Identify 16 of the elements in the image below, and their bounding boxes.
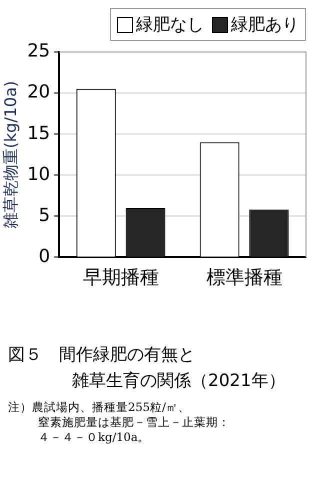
y-tick-label: 15 xyxy=(27,122,50,144)
x-tick-label: 標準播種 xyxy=(206,266,282,289)
text: ４－４－０kg/10a。 xyxy=(37,430,151,445)
text: 図５ 間作緑肥の有無と xyxy=(8,344,196,367)
y-tick-label: 20 xyxy=(27,82,50,103)
text: 雑草生育の関係（2021年） xyxy=(71,370,286,393)
text: 窒素施肥量は基肥－雪上－止葉期： xyxy=(37,415,231,430)
y-tick-label: 25 xyxy=(27,40,50,62)
y-tick-label: 5 xyxy=(38,204,50,226)
y-tick-label: 0 xyxy=(38,246,50,267)
legend-label: 緑肥なし xyxy=(136,14,204,36)
legend-label: 緑肥あり xyxy=(231,14,299,36)
x-tick-label: 早期播種 xyxy=(82,266,159,289)
text: 注）農試場内、播種量255粒/㎡、 xyxy=(8,400,191,415)
y-axis-title: 雑草乾物重(kg/10a) xyxy=(0,80,20,228)
y-tick-label: 10 xyxy=(27,164,50,185)
